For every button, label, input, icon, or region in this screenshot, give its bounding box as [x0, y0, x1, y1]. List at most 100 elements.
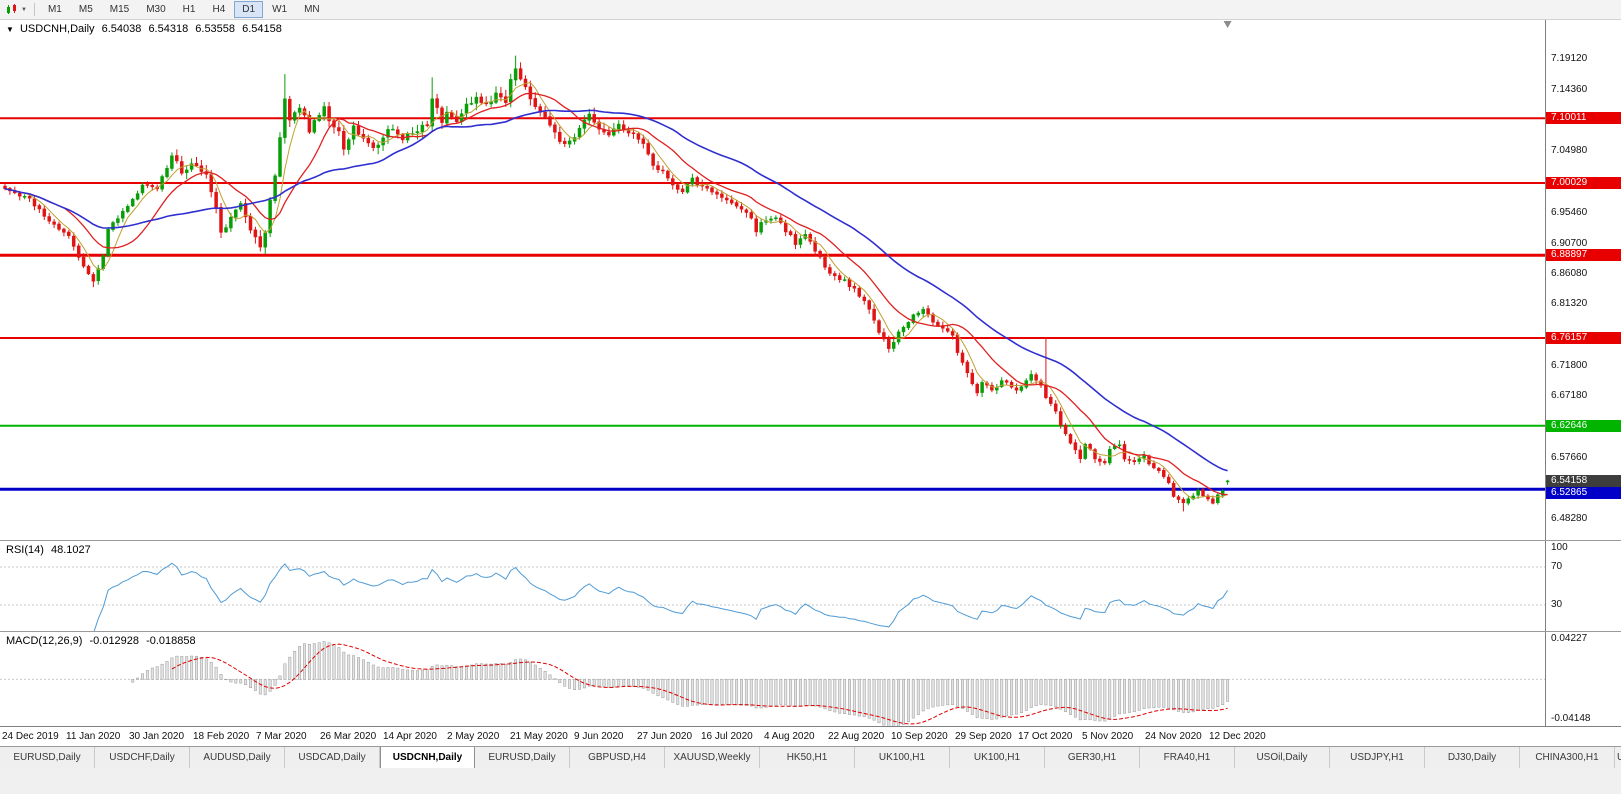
time-axis-label: 18 Feb 2020 — [193, 731, 250, 742]
candle-body — [1186, 498, 1191, 504]
ohlc-high: 6.54318 — [148, 23, 189, 35]
macd-histogram-bar — [980, 679, 984, 719]
chart-tab-usdchf-daily[interactable]: USDCHF,Daily — [95, 747, 190, 768]
candle-body — [361, 133, 366, 139]
macd-histogram-bar — [1054, 679, 1058, 708]
pane-splitter[interactable] — [0, 631, 1621, 632]
macd-histogram-bar — [646, 679, 650, 691]
timeframe-button-m1[interactable]: M1 — [40, 1, 70, 18]
chart-tab-usdcnh-daily[interactable]: USDCNH,Daily — [380, 747, 475, 768]
candle-body — [126, 206, 130, 212]
price-line-badge: 6.52865 — [1546, 487, 1621, 499]
chart-tab-audusd-daily[interactable]: AUDUSD,Daily — [190, 747, 285, 768]
timeframe-button-h4[interactable]: H4 — [204, 1, 233, 18]
chart-type-dropdown-caret-icon[interactable]: ▼ — [21, 6, 27, 13]
macd-plot[interactable] — [0, 632, 1545, 726]
timeframe-button-d1[interactable]: D1 — [234, 1, 264, 18]
macd-histogram-bar — [332, 644, 336, 680]
macd-histogram-bar — [705, 679, 709, 705]
chart-tab-u[interactable]: U — [1615, 747, 1621, 768]
macd-histogram-bar — [185, 656, 189, 680]
candle-body — [965, 361, 970, 374]
candle-body — [165, 168, 169, 177]
macd-histogram-bar — [573, 679, 577, 690]
macd-histogram-bar — [509, 662, 513, 680]
timeframe-button-m5[interactable]: M5 — [71, 1, 101, 18]
chart-shift-marker[interactable] — [1223, 21, 1232, 28]
macd-histogram-bar — [740, 679, 743, 706]
macd-histogram-bar — [543, 671, 547, 680]
macd-histogram-bar — [209, 662, 213, 680]
timeframe-button-h1[interactable]: H1 — [175, 1, 204, 18]
macd-histogram-bar — [720, 679, 724, 705]
chart-tab-usdcad-daily[interactable]: USDCAD,Daily — [285, 747, 380, 768]
time-axis-label: 16 Jul 2020 — [701, 731, 753, 742]
candle-body — [145, 184, 150, 186]
macd-histogram-bar — [322, 641, 326, 680]
chart-tab-bar: EURUSD,Daily USDCHF,Daily AUDUSD,Daily USDC… — [0, 746, 1621, 768]
pane-splitter[interactable] — [0, 540, 1621, 541]
macd-histogram-bar — [627, 679, 631, 687]
chart-tab-usoil-daily[interactable]: USOil,Daily — [1235, 747, 1330, 768]
macd-histogram-bar — [327, 642, 331, 680]
macd-histogram-bar — [735, 679, 739, 706]
timeframe-button-m30[interactable]: M30 — [138, 1, 173, 18]
rsi-axis[interactable]: 100 70 30 — [1545, 541, 1621, 631]
chart-tab-gbpusd-h4[interactable]: GBPUSD,H4 — [570, 747, 665, 768]
chart-tab-xauusd-weekly[interactable]: XAUUSD,Weekly — [665, 747, 760, 768]
candle-body — [96, 268, 101, 282]
macd-histogram-bar — [1103, 679, 1107, 722]
symbol-name: USDCNH,Daily — [19, 23, 95, 35]
chart-tab-dj30-daily[interactable]: DJ30,Daily — [1425, 747, 1520, 768]
macd-histogram-bar — [951, 679, 955, 705]
chart-tab-usdjpy-h1[interactable]: USDJPY,H1 — [1330, 747, 1425, 768]
timeframe-button-mn[interactable]: MN — [296, 1, 328, 18]
candle-body — [307, 114, 312, 133]
macd-histogram-bar — [484, 663, 488, 680]
timeframe-button-m15[interactable]: M15 — [102, 1, 137, 18]
macd-histogram-bar — [1069, 679, 1072, 715]
macd-histogram-bar — [1073, 679, 1077, 718]
candle-body — [798, 238, 803, 245]
time-axis-label: 24 Dec 2019 — [2, 731, 59, 742]
timeframe-button-w1[interactable]: W1 — [264, 1, 295, 18]
candle-body — [1117, 444, 1122, 447]
candle-body — [705, 185, 709, 189]
macd-histogram-bar — [916, 679, 920, 715]
macd-histogram-bar — [1034, 679, 1038, 706]
candle-body — [214, 191, 218, 208]
macd-axis-label: 0.04227 — [1551, 633, 1588, 644]
candle-body — [783, 222, 788, 233]
rsi-plot[interactable] — [0, 541, 1545, 631]
chart-tab-fra40-h1[interactable]: FRA40,H1 — [1140, 747, 1235, 768]
macd-histogram-bar — [818, 679, 822, 708]
macd-histogram-bar — [789, 679, 793, 706]
main-chart-plot[interactable] — [0, 20, 1545, 540]
candle-body — [715, 191, 719, 195]
macd-axis[interactable]: 0.04227 -0.04148 — [1545, 632, 1621, 726]
chart-tab-eurusd-daily[interactable]: EURUSD,Daily — [475, 747, 570, 768]
candle-body — [597, 121, 601, 130]
chart-tab-ger30-h1[interactable]: GER30,H1 — [1045, 747, 1140, 768]
chart-tab-uk100-h1[interactable]: UK100,H1 — [855, 747, 950, 768]
macd-histogram-bar — [337, 647, 341, 680]
macd-histogram-bar — [995, 679, 999, 720]
chart-tab-uk100-h1[interactable]: UK100,H1 — [950, 747, 1045, 768]
macd-histogram-bar — [273, 679, 277, 686]
candle-body — [1068, 434, 1073, 444]
time-axis[interactable]: 24 Dec 2019 11 Jan 2020 30 Jan 2020 18 Feb … — [0, 726, 1621, 746]
candle-body — [160, 176, 164, 190]
chart-tab-hk50-h1[interactable]: HK50,H1 — [760, 747, 855, 768]
time-axis-label: 9 Jun 2020 — [574, 731, 624, 742]
symbol-collapse-caret-icon[interactable]: ▼ — [6, 25, 14, 34]
macd-histogram-bar — [803, 679, 807, 706]
macd-histogram-bar — [489, 663, 493, 680]
chart-tab-china300-h1[interactable]: CHINA300,H1 — [1520, 747, 1615, 768]
price-axis[interactable]: 7.19120 7.14360 7.04980 6.95460 6.90700 6.860… — [1545, 20, 1621, 540]
chart-type-icon[interactable] — [3, 2, 21, 17]
chart-tab-eurusd-daily[interactable]: EURUSD,Daily — [0, 747, 95, 768]
macd-histogram-bar — [1172, 679, 1176, 711]
macd-histogram-bar — [661, 679, 665, 699]
candle-body — [543, 111, 547, 118]
macd-histogram-bar — [366, 661, 370, 680]
